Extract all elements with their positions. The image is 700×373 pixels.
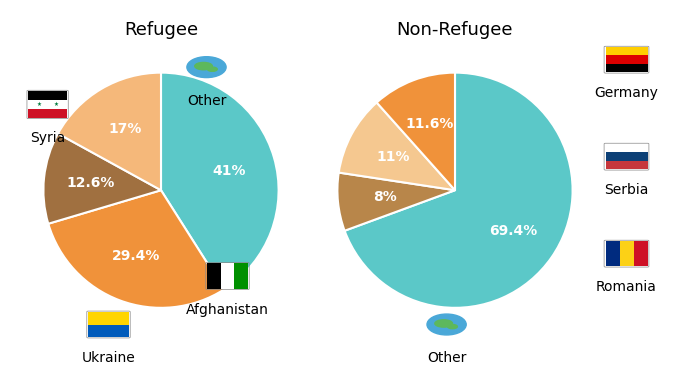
Wedge shape: [58, 73, 161, 190]
Wedge shape: [48, 190, 224, 308]
Text: 11.6%: 11.6%: [406, 117, 454, 131]
Text: 11%: 11%: [376, 150, 410, 164]
Text: Other: Other: [187, 94, 226, 108]
Text: Ukraine: Ukraine: [82, 351, 135, 365]
Wedge shape: [337, 173, 455, 231]
Text: 69.4%: 69.4%: [489, 224, 537, 238]
Text: 12.6%: 12.6%: [66, 176, 115, 190]
Text: Germany: Germany: [594, 86, 659, 100]
Title: Non-Refugee: Non-Refugee: [397, 21, 513, 39]
Wedge shape: [161, 73, 279, 289]
Text: Afghanistan: Afghanistan: [186, 303, 269, 317]
Wedge shape: [344, 73, 573, 308]
Text: 29.4%: 29.4%: [112, 249, 160, 263]
Text: Other: Other: [427, 351, 466, 365]
Text: Syria: Syria: [30, 131, 65, 145]
Text: 41%: 41%: [212, 163, 246, 178]
Wedge shape: [377, 73, 455, 190]
Wedge shape: [43, 134, 161, 224]
Text: Serbia: Serbia: [604, 183, 649, 197]
Title: Refugee: Refugee: [124, 21, 198, 39]
Wedge shape: [339, 103, 455, 190]
Text: 17%: 17%: [108, 122, 142, 137]
Text: 8%: 8%: [373, 190, 397, 204]
Text: Romania: Romania: [596, 280, 657, 294]
